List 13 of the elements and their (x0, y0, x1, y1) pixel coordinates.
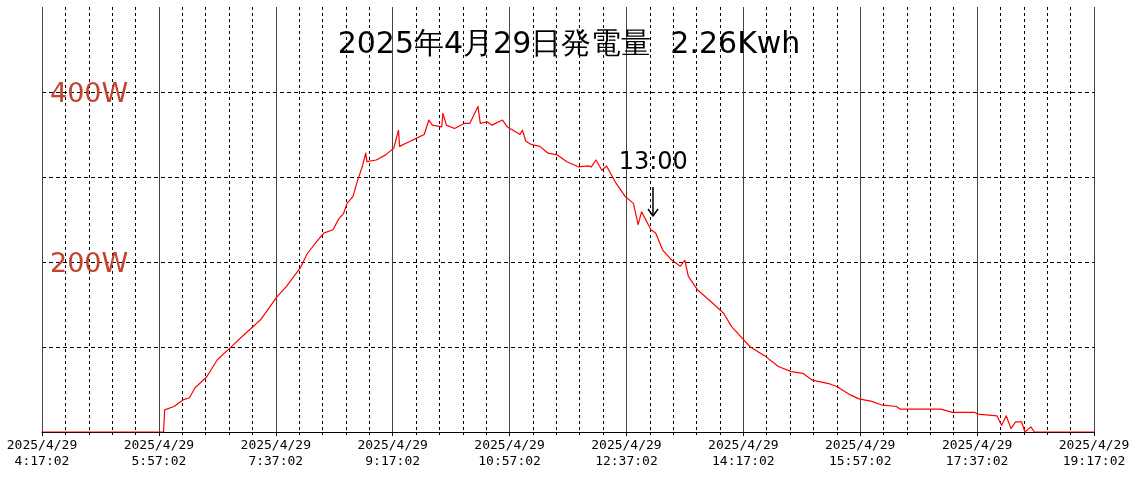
x-tick-label: 2025/4/29 7:37:02 (240, 436, 311, 468)
line-series (41, 105, 1095, 433)
x-tick-label: 2025/4/29 4:17:02 (6, 436, 78, 468)
x-tick-label: 2025/4/29 5:57:02 (123, 436, 195, 468)
x-tick-label: 2025/4/29 10:57:02 (474, 436, 545, 468)
x-tick-label: 2025/4/29 15:57:02 (825, 436, 896, 468)
x-tick-label: 2025/4/29 19:17:02 (1058, 436, 1130, 468)
x-tick-label: 2025/4/29 12:37:02 (591, 436, 662, 468)
x-tick-label: 2025/4/29 9:17:02 (357, 436, 428, 468)
y-tick-label: 400W (50, 76, 129, 108)
x-tick-label: 2025/4/29 14:17:02 (708, 436, 779, 468)
y-tick-label: 200W (50, 246, 129, 278)
x-tick-label: 2025/4/29 17:37:02 (941, 436, 1013, 468)
